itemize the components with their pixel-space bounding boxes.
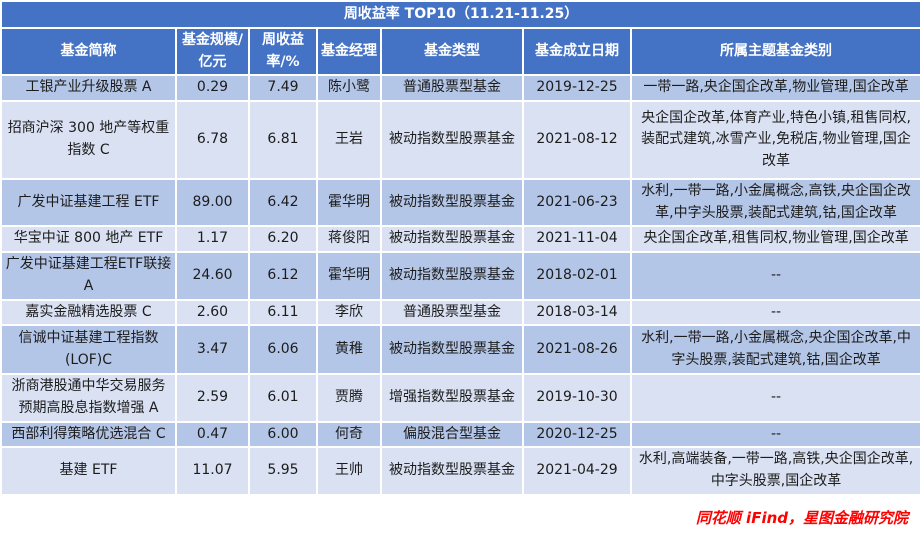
fund-name-cell: 广发中证基建工程ETF联接 A (0, 251, 177, 301)
inception-date-cell: 2021-04-29 (522, 446, 632, 496)
table-title-row: 周收益率 TOP10（11.21-11.25） (0, 0, 920, 29)
table-row: 广发中证基建工程ETF联接 A 24.60 6.12 霍华明 被动指数型股票基金… (0, 251, 920, 301)
header-fund-scale: 基金规模/亿元 (175, 26, 250, 77)
inception-date-cell: 2019-12-25 (522, 74, 632, 103)
fund-manager-cell: 霍华明 (316, 251, 382, 301)
inception-date-cell: 2021-08-26 (522, 324, 632, 376)
fund-name-cell: 华宝中证 800 地产 ETF (0, 225, 177, 254)
weekly-return-cell: 7.49 (248, 74, 318, 103)
header-fund-type: 基金类型 (380, 26, 524, 77)
table-row: 西部利得策略优选混合 C 0.47 6.00 何奇 偏股混合型基金 2020-1… (0, 420, 920, 449)
fund-name-cell: 嘉实金融精选股票 C (0, 298, 177, 327)
theme-category-cell: -- (629, 251, 920, 301)
fund-type-cell: 被动指数型股票基金 (380, 100, 524, 181)
fund-type-cell: 增强指数型股票基金 (380, 373, 524, 423)
theme-category-cell: 水利,一带一路,小金属概念,高铁,央企国企改革,中字头股票,装配式建筑,钴,国企… (629, 178, 920, 228)
inception-date-cell: 2020-12-25 (522, 420, 632, 449)
table-row: 嘉实金融精选股票 C 2.60 6.11 李欣 普通股票型基金 2018-03-… (0, 298, 920, 327)
fund-manager-cell: 何奇 (316, 420, 382, 449)
theme-category-cell: 一带一路,央企国企改革,物业管理,国企改革 (629, 74, 920, 103)
theme-category-cell: 央企国企改革,租售同权,物业管理,国企改革 (629, 225, 920, 254)
table-row: 信诚中证基建工程指数(LOF)C 3.47 6.06 黄稚 被动指数型股票基金 … (0, 324, 920, 376)
data-source-credit: 同花顺 iFind，星图金融研究院 (695, 509, 908, 527)
fund-manager-cell: 黄稚 (316, 324, 382, 376)
fund-manager-cell: 王帅 (316, 446, 382, 496)
table-header-row: 基金简称 基金规模/亿元 周收益率/% 基金经理 基金类型 基金成立日期 所属主… (0, 26, 920, 77)
fund-scale-cell: 3.47 (175, 324, 250, 376)
fund-manager-cell: 贾腾 (316, 373, 382, 423)
fund-scale-cell: 6.78 (175, 100, 250, 181)
weekly-return-cell: 6.00 (248, 420, 318, 449)
weekly-return-cell: 6.01 (248, 373, 318, 423)
fund-name-cell: 浙商港股通中华交易服务预期高股息指数增强 A (0, 373, 177, 423)
fund-scale-cell: 2.60 (175, 298, 250, 327)
fund-scale-cell: 89.00 (175, 178, 250, 228)
weekly-return-cell: 6.12 (248, 251, 318, 301)
inception-date-cell: 2021-08-12 (522, 100, 632, 181)
theme-category-cell: 水利,一带一路,小金属概念,央企国企改革,中字头股票,装配式建筑,钴,国企改革 (629, 324, 920, 376)
table-row: 招商沪深 300 地产等权重指数 C 6.78 6.81 王岩 被动指数型股票基… (0, 100, 920, 181)
fund-name-cell: 工银产业升级股票 A (0, 74, 177, 103)
weekly-return-top10-table: 周收益率 TOP10（11.21-11.25） 基金简称 基金规模/亿元 周收益… (0, 0, 920, 496)
table-row: 广发中证基建工程 ETF 89.00 6.42 霍华明 被动指数型股票基金 20… (0, 178, 920, 228)
table-row: 浙商港股通中华交易服务预期高股息指数增强 A 2.59 6.01 贾腾 增强指数… (0, 373, 920, 423)
fund-manager-cell: 陈小鹭 (316, 74, 382, 103)
theme-category-cell: -- (629, 420, 920, 449)
header-fund-name: 基金简称 (0, 26, 177, 77)
fund-name-cell: 西部利得策略优选混合 C (0, 420, 177, 449)
header-weekly-return: 周收益率/% (248, 26, 318, 77)
weekly-return-cell: 6.06 (248, 324, 318, 376)
weekly-return-cell: 6.20 (248, 225, 318, 254)
theme-category-cell: 水利,高端装备,一带一路,高铁,央企国企改革,中字头股票,国企改革 (629, 446, 920, 496)
fund-type-cell: 偏股混合型基金 (380, 420, 524, 449)
fund-scale-cell: 0.47 (175, 420, 250, 449)
header-theme-category: 所属主题基金类别 (629, 26, 920, 77)
table-title: 周收益率 TOP10（11.21-11.25） (0, 0, 920, 29)
theme-category-cell: -- (629, 373, 920, 423)
fund-scale-cell: 1.17 (175, 225, 250, 254)
header-inception-date: 基金成立日期 (522, 26, 632, 77)
fund-scale-cell: 2.59 (175, 373, 250, 423)
fund-manager-cell: 霍华明 (316, 178, 382, 228)
weekly-return-cell: 6.42 (248, 178, 318, 228)
fund-name-cell: 信诚中证基建工程指数(LOF)C (0, 324, 177, 376)
theme-category-cell: 央企国企改革,体育产业,特色小镇,租售同权,装配式建筑,冰雪产业,免税店,物业管… (629, 100, 920, 181)
fund-scale-cell: 11.07 (175, 446, 250, 496)
table-row: 基建 ETF 11.07 5.95 王帅 被动指数型股票基金 2021-04-2… (0, 446, 920, 496)
fund-type-cell: 普通股票型基金 (380, 298, 524, 327)
weekly-return-cell: 6.11 (248, 298, 318, 327)
fund-type-cell: 普通股票型基金 (380, 74, 524, 103)
inception-date-cell: 2019-10-30 (522, 373, 632, 423)
fund-manager-cell: 王岩 (316, 100, 382, 181)
header-fund-manager: 基金经理 (316, 26, 382, 77)
fund-type-cell: 被动指数型股票基金 (380, 178, 524, 228)
fund-manager-cell: 李欣 (316, 298, 382, 327)
table-row: 华宝中证 800 地产 ETF 1.17 6.20 蒋俊阳 被动指数型股票基金 … (0, 225, 920, 254)
fund-name-cell: 广发中证基建工程 ETF (0, 178, 177, 228)
fund-scale-cell: 0.29 (175, 74, 250, 103)
fund-type-cell: 被动指数型股票基金 (380, 225, 524, 254)
table-row: 工银产业升级股票 A 0.29 7.49 陈小鹭 普通股票型基金 2019-12… (0, 74, 920, 103)
fund-type-cell: 被动指数型股票基金 (380, 324, 524, 376)
theme-category-cell: -- (629, 298, 920, 327)
fund-name-cell: 招商沪深 300 地产等权重指数 C (0, 100, 177, 181)
weekly-return-cell: 5.95 (248, 446, 318, 496)
inception-date-cell: 2018-02-01 (522, 251, 632, 301)
weekly-return-cell: 6.81 (248, 100, 318, 181)
fund-type-cell: 被动指数型股票基金 (380, 446, 524, 496)
fund-scale-cell: 24.60 (175, 251, 250, 301)
fund-name-cell: 基建 ETF (0, 446, 177, 496)
inception-date-cell: 2021-11-04 (522, 225, 632, 254)
inception-date-cell: 2021-06-23 (522, 178, 632, 228)
inception-date-cell: 2018-03-14 (522, 298, 632, 327)
fund-type-cell: 被动指数型股票基金 (380, 251, 524, 301)
fund-manager-cell: 蒋俊阳 (316, 225, 382, 254)
